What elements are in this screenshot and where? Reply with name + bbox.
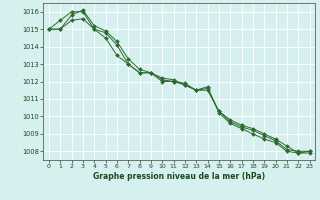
X-axis label: Graphe pression niveau de la mer (hPa): Graphe pression niveau de la mer (hPa) (93, 172, 265, 181)
